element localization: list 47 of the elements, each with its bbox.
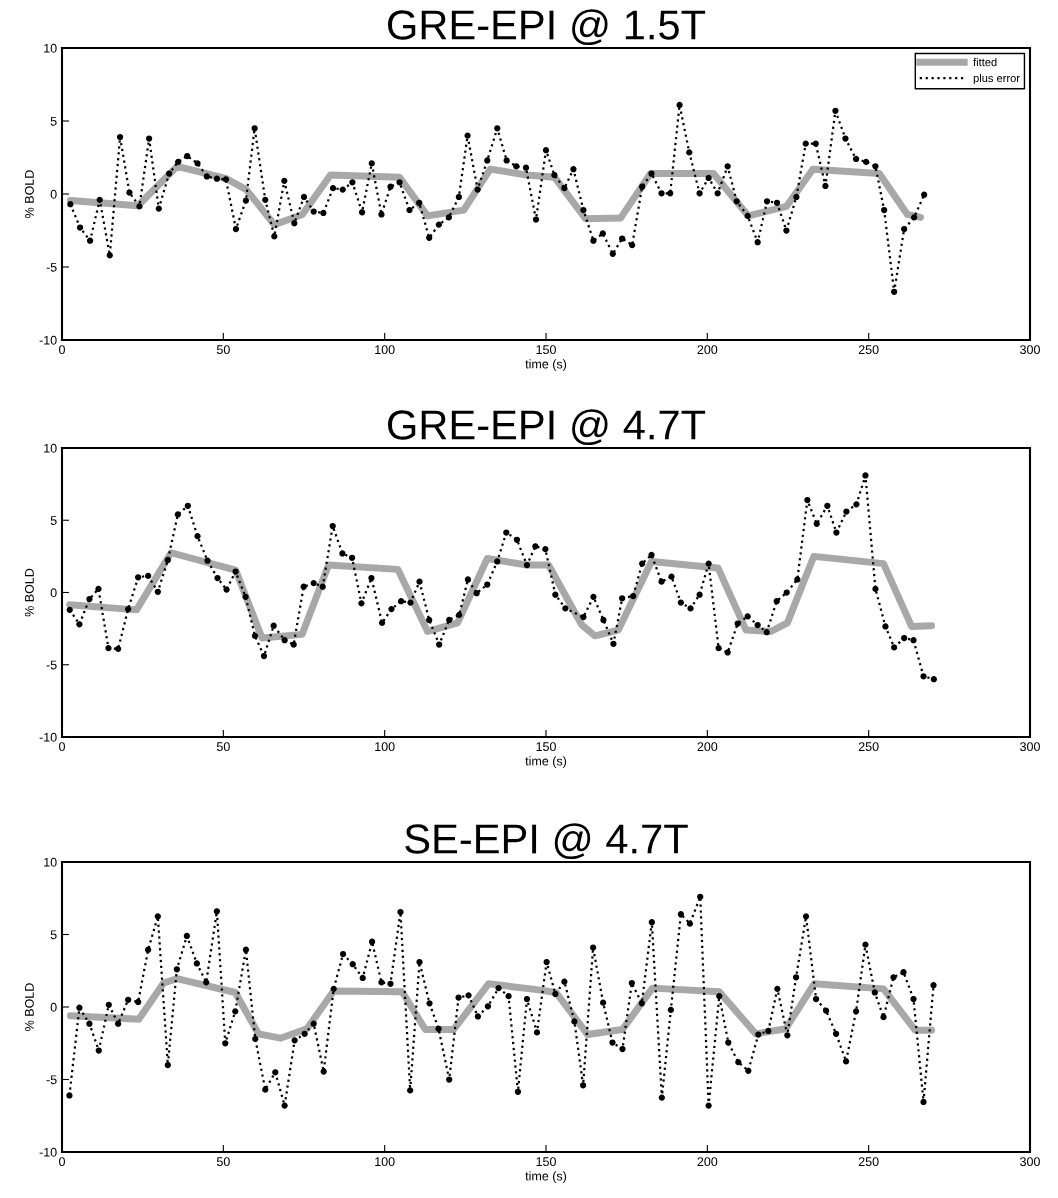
x-tick-label: 300 — [1020, 1157, 1040, 1167]
x-tick-label: 150 — [536, 1157, 556, 1167]
chart-title: GRE-EPI @ 1.5T — [388, 9, 706, 46]
x-tick-label: 50 — [216, 345, 230, 355]
y-tick-label: -10 — [39, 1147, 57, 1157]
chart-title: GRE-EPI @ 4.7T — [388, 409, 706, 446]
x-tick-label: 300 — [1020, 345, 1040, 355]
x-tick-label: 100 — [375, 1157, 395, 1167]
x-tick-label: 0 — [59, 1157, 65, 1167]
y-tick-label: 0 — [50, 189, 57, 199]
y-tick-label: -10 — [39, 335, 57, 345]
x-tick-label: 200 — [697, 1157, 718, 1167]
y-axis-title: % BOLD — [24, 983, 34, 1031]
x-axis-title: time (s) — [525, 756, 567, 768]
y-tick-label: 5 — [50, 116, 57, 126]
x-tick-label: 50 — [216, 742, 230, 752]
y-tick-label: 0 — [50, 588, 57, 598]
y-tick-label: 10 — [44, 857, 57, 867]
x-tick-label: 250 — [858, 1157, 879, 1167]
x-tick-label: 100 — [375, 345, 395, 355]
y-tick-label: -5 — [46, 1075, 57, 1085]
x-tick-label: 300 — [1020, 742, 1040, 752]
x-tick-label: 150 — [536, 742, 556, 752]
y-axis-title: % BOLD — [24, 568, 34, 617]
y-tick-label: -10 — [39, 732, 57, 742]
y-tick-label: 5 — [50, 516, 57, 525]
legend-label: plus error — [973, 73, 1020, 85]
y-tick-label: 5 — [50, 930, 57, 940]
y-tick-label: -5 — [46, 660, 57, 670]
y-tick-label: 10 — [44, 443, 57, 453]
y-tick-label: -5 — [46, 262, 57, 272]
x-tick-label: 200 — [697, 345, 718, 355]
x-tick-label: 250 — [858, 345, 879, 355]
x-tick-label: 150 — [536, 345, 556, 355]
x-tick-label: 50 — [216, 1157, 230, 1167]
y-tick-label: 10 — [44, 43, 57, 53]
legend-label: fitted — [973, 58, 997, 67]
x-tick-label: 200 — [697, 742, 718, 752]
x-tick-label: 0 — [59, 345, 65, 355]
x-tick-label: 250 — [858, 742, 879, 752]
y-axis-title: % BOLD — [24, 170, 34, 218]
x-axis-title: time (s) — [525, 1171, 567, 1183]
x-axis-title: time (s) — [525, 359, 567, 371]
chart-title: SE-EPI @ 4.7T — [405, 823, 688, 860]
x-tick-label: 0 — [59, 742, 65, 752]
x-tick-label: 100 — [375, 742, 395, 752]
y-tick-label: 0 — [50, 1002, 57, 1012]
